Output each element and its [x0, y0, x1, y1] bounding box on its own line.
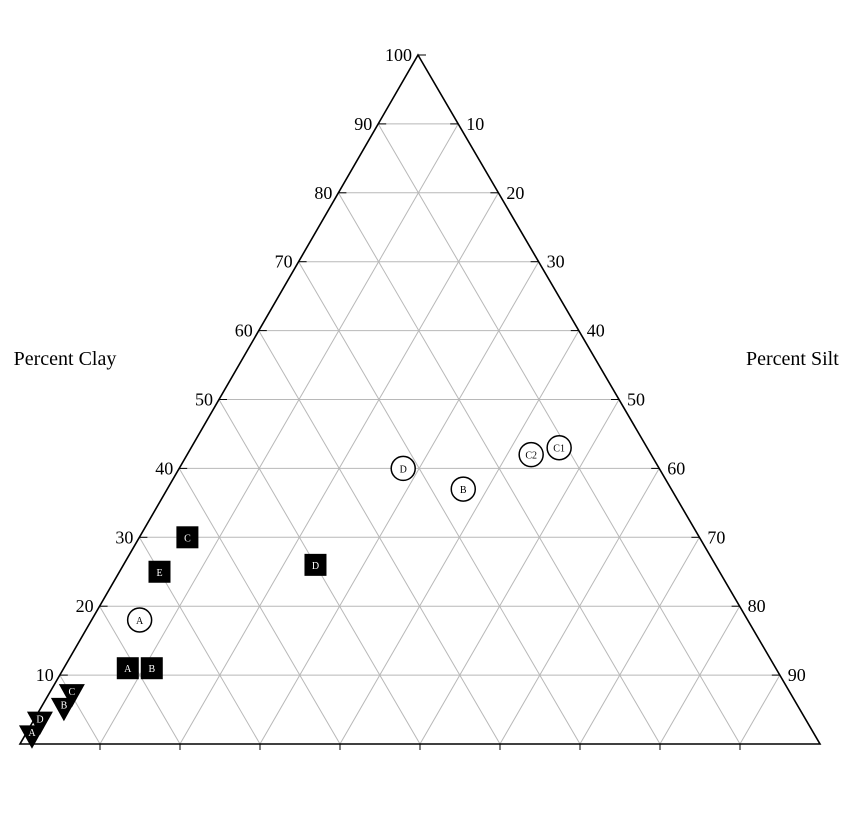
- point-square-filled: C: [176, 526, 198, 548]
- tick-right: 80: [748, 596, 766, 616]
- tick-left: 100: [385, 45, 412, 65]
- ternary-svg: 10 20 30 40 50 60 70 80 90 100 10 20 30 40 50 60 70 80 90 P…: [0, 0, 860, 828]
- tick-left: 80: [314, 183, 332, 203]
- point-square-filled: A: [117, 657, 139, 679]
- point-circle-open: B: [451, 477, 475, 501]
- axis-label-silt: Percent Silt: [746, 348, 839, 370]
- point-label: D: [312, 561, 319, 572]
- tick-right: 30: [547, 252, 565, 272]
- point-circle-open: C2: [519, 443, 543, 467]
- point-circle-open: D: [391, 456, 415, 480]
- point-label: A: [136, 616, 144, 627]
- point-label: D: [400, 464, 407, 475]
- point-label: C: [184, 533, 191, 544]
- tick-right: 60: [667, 458, 685, 478]
- ternary-plot: 10 20 30 40 50 60 70 80 90 100 10 20 30 40 50 60 70 80 90 P…: [0, 0, 860, 828]
- data-points: ADBC2C1CEDABCBDA: [19, 436, 571, 749]
- point-label: C: [69, 687, 76, 698]
- tick-right: 20: [506, 183, 524, 203]
- tick-left: 70: [275, 252, 293, 272]
- grid: [60, 124, 780, 744]
- tick-left: 60: [235, 321, 253, 341]
- point-label: B: [460, 485, 467, 496]
- point-label: A: [124, 664, 132, 675]
- point-label: A: [28, 728, 36, 739]
- tick-left: 20: [76, 596, 94, 616]
- tick-right: 40: [587, 321, 605, 341]
- tick-left: 50: [195, 390, 213, 410]
- tick-right: 90: [788, 665, 806, 685]
- tick-left: 30: [115, 527, 133, 547]
- axis-label-clay: Percent Clay: [14, 348, 117, 370]
- point-triangle-filled: A: [19, 725, 45, 748]
- point-label: E: [156, 568, 162, 579]
- tick-right: 50: [627, 390, 645, 410]
- point-square-filled: D: [304, 554, 326, 576]
- point-square-filled: E: [149, 561, 171, 583]
- point-circle-open: C1: [547, 436, 571, 460]
- tick-right: 70: [707, 527, 725, 547]
- point-label: C1: [553, 444, 565, 455]
- point-label: D: [36, 714, 43, 725]
- point-label: B: [61, 701, 68, 712]
- tick-right: 10: [466, 114, 484, 134]
- ticks: 10 20 30 40 50 60 70 80 90 100 10 20 30 40 50 60 70 80 90: [36, 45, 806, 750]
- point-label: B: [148, 664, 155, 675]
- tick-left: 90: [354, 114, 372, 134]
- point-label: C2: [525, 451, 537, 462]
- point-square-filled: B: [141, 657, 163, 679]
- point-circle-open: A: [128, 608, 152, 632]
- tick-left: 10: [36, 665, 54, 685]
- point-triangle-filled: B: [51, 698, 77, 721]
- tick-left: 40: [155, 458, 173, 478]
